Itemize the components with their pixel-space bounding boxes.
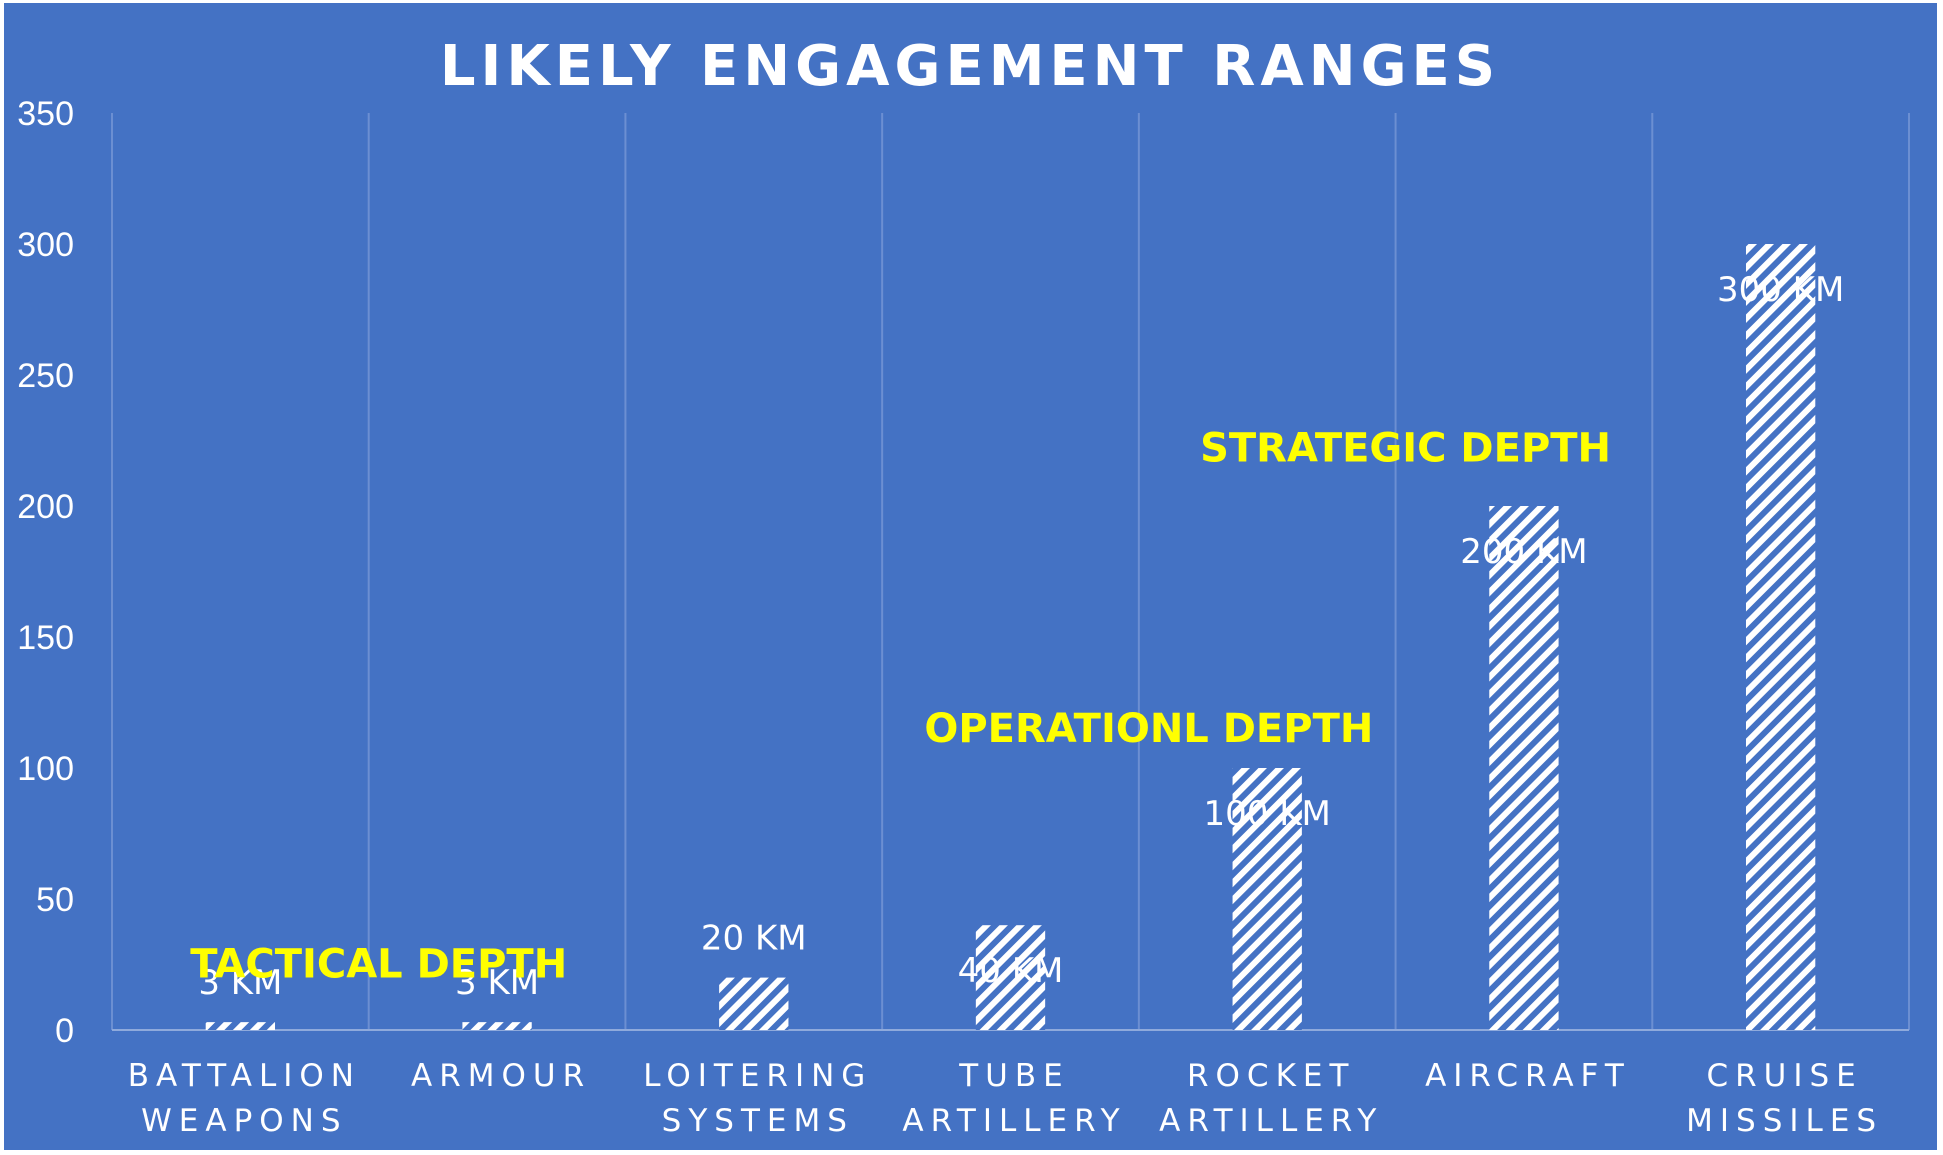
y-tick-label-350: 350 (17, 95, 74, 133)
x-tick-label-3-0: TUBE (958, 1058, 1069, 1094)
y-axis-ticks: 0 50 100 150 200 250 300 350 (17, 95, 74, 1050)
x-tick-label-3-1: ARTILLERY (902, 1103, 1126, 1139)
bar-3 (975, 925, 1046, 1030)
depth-annotations: TACTICAL DEPTH OPERATIONL DEPTH STRATEGIC … (190, 425, 1611, 987)
y-tick-label-150: 150 (17, 619, 74, 657)
y-tick-label-300: 300 (17, 226, 74, 264)
data-label-3: 40 KM (958, 951, 1064, 991)
x-tick-label-6-0: CRUISE (1706, 1058, 1862, 1094)
x-tick-label-1-0: ARMOUR (411, 1058, 591, 1094)
data-label-0: 3 KM (198, 963, 282, 1003)
x-tick-label-4-1: ARTILLERY (1159, 1103, 1383, 1139)
data-label-1: 3 KM (455, 963, 539, 1003)
x-tick-label-2-1: SYSTEMS (662, 1103, 854, 1139)
engagement-range-chart: LIKELY ENGAGEMENT RANGES 0 50 100 150 200 250… (17, 34, 1910, 1139)
data-label-4: 100 KM (1204, 794, 1331, 834)
x-tick-label-6-1: MISSILES (1686, 1103, 1883, 1139)
x-tick-label-0-0: BATTALION (128, 1058, 361, 1094)
y-tick-label-100: 100 (17, 750, 74, 788)
gridlines (111, 113, 1910, 1031)
bar-6 (1745, 244, 1816, 1030)
annotation-1: OPERATIONL DEPTH (924, 706, 1373, 752)
annotation-0: TACTICAL DEPTH (190, 942, 567, 988)
data-label-6: 300 KM (1717, 270, 1844, 310)
bar-5 (1489, 506, 1559, 1030)
bar-1 (462, 1022, 532, 1030)
chart-title: LIKELY ENGAGEMENT RANGES (440, 34, 1500, 99)
data-label-5: 200 KM (1460, 532, 1587, 572)
annotation-2: STRATEGIC DEPTH (1200, 425, 1611, 471)
x-tick-label-5-0: AIRCRAFT (1425, 1058, 1631, 1094)
chart-area: LIKELY ENGAGEMENT RANGES 0 50 100 150 200 250… (4, 3, 1937, 1150)
y-tick-label-250: 250 (17, 357, 74, 395)
data-label-2: 20 KM (701, 919, 807, 959)
x-tick-label-4-0: ROCKET (1187, 1058, 1355, 1094)
y-tick-label-0: 0 (55, 1012, 74, 1050)
x-tick-label-0-1: WEAPONS (141, 1103, 347, 1139)
bar-0 (205, 1022, 276, 1030)
bar-2 (719, 977, 789, 1030)
y-tick-label-200: 200 (17, 488, 74, 526)
bar-4 (1232, 768, 1302, 1030)
x-axis-ticks: BATTALION WEAPONS ARMOUR LOITERING SYSTEMS TU… (128, 1058, 1883, 1139)
data-labels: 3 KM 3 KM 20 KM 40 KM 100 KM 200 KM 300 KM (198, 270, 1844, 1003)
x-tick-label-2-0: LOITERING (643, 1058, 872, 1094)
bars (205, 244, 1816, 1030)
y-tick-label-50: 50 (36, 881, 74, 919)
